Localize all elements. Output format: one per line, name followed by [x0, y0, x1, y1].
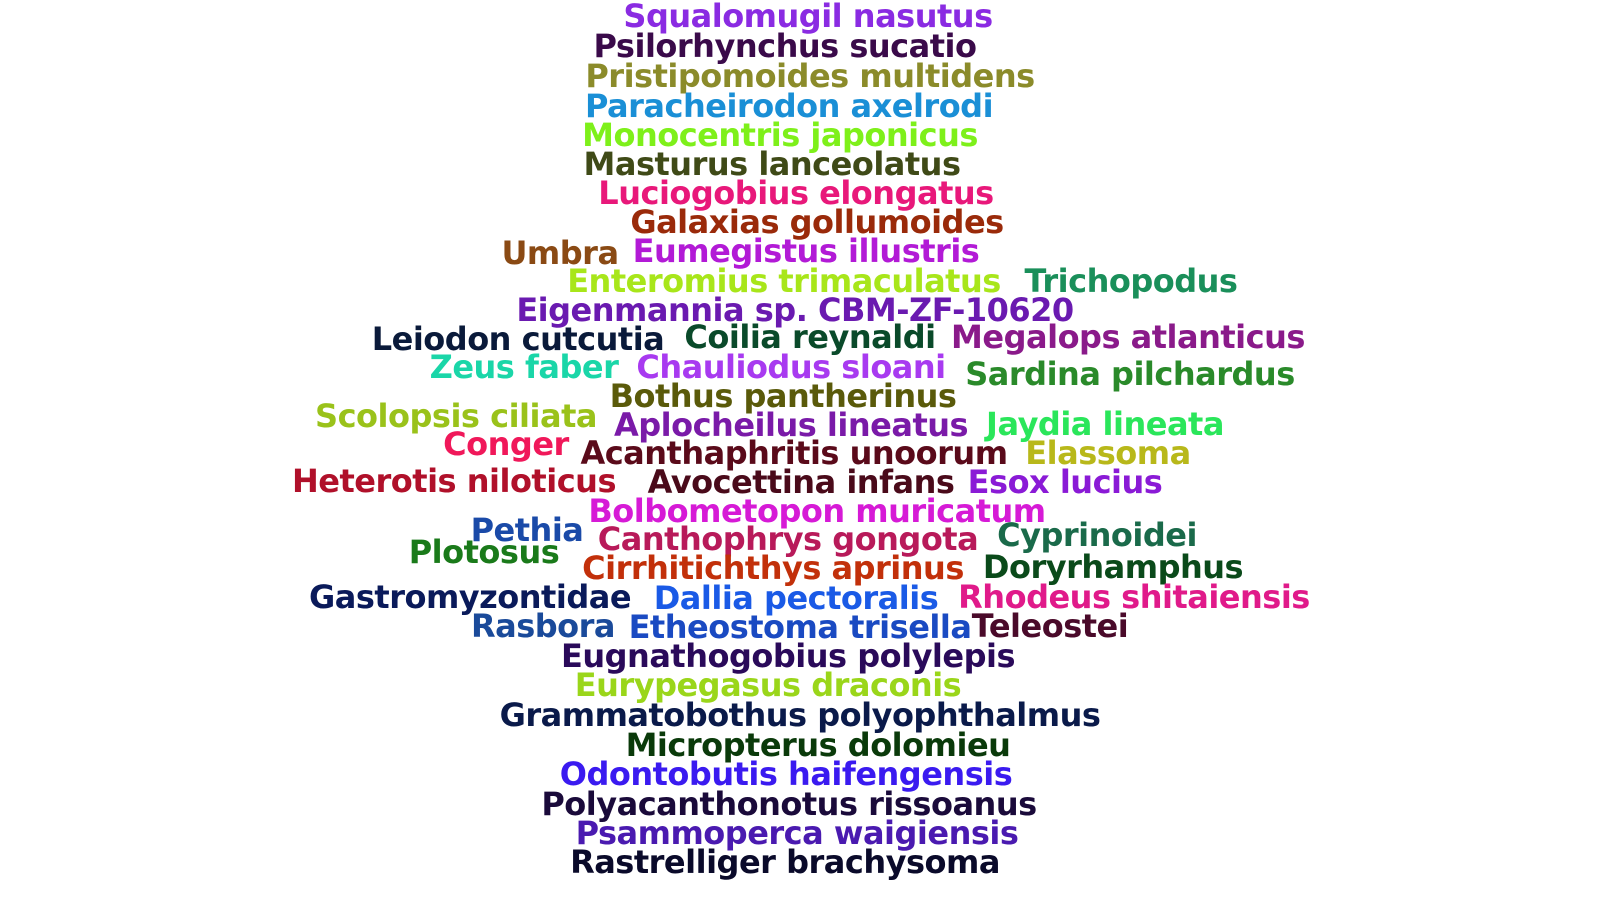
word-cloud-term: Micropterus dolomieu — [625, 726, 1011, 764]
word-cloud-term: Aplocheilus lineatus — [613, 406, 969, 444]
word-cloud-term: Paracheirodon axelrodi — [584, 87, 994, 125]
word-cloud-term: Psammoperca waigiensis — [575, 814, 1019, 852]
word-cloud-term: Rastrelliger brachysoma — [570, 843, 1000, 881]
word-cloud-term: Squalomugil nasutus — [623, 0, 993, 35]
word-cloud-term: Cirrhitichthys aprinus — [582, 549, 964, 587]
word-cloud-term: Heterotis niloticus — [292, 462, 616, 500]
word-cloud-term: Luciogobius elongatus — [598, 174, 994, 212]
word-cloud-term: Umbra — [501, 234, 619, 272]
word-cloud-term: Psilorhynchus sucatio — [593, 27, 977, 65]
word-cloud-term: Canthophrys gongota — [597, 520, 979, 558]
word-cloud-term: Dallia pectoralis — [653, 579, 939, 617]
word-cloud-term: Eugnathogobius polylepis — [560, 637, 1016, 675]
word-cloud-term: Coilia reynaldi — [684, 318, 936, 356]
word-cloud-term: Zeus faber — [429, 348, 619, 386]
word-cloud-term: Eigenmannia sp. CBM-ZF-10620 — [516, 291, 1074, 329]
word-cloud-term: Avocettina infans — [647, 463, 955, 501]
word-cloud-term: Pristipomoides multidens — [585, 57, 1035, 95]
word-cloud-term: Conger — [443, 425, 569, 463]
word-cloud-term: Jaydia lineata — [986, 405, 1224, 443]
word-cloud-term: Rasbora — [470, 607, 616, 645]
word-cloud-term: Bolbometopon muricatum — [588, 492, 1046, 530]
word-cloud-term: Acanthaphritis unoorum — [580, 434, 1008, 472]
word-cloud-term: Gastromyzontidae — [308, 578, 632, 616]
word-cloud-term: Esox lucius — [967, 463, 1163, 501]
word-cloud-term: Enteromius trimaculatus — [567, 262, 1001, 300]
word-cloud-term: Rhodeus shitaiensis — [958, 578, 1310, 616]
word-cloud-term: Monocentris japonicus — [582, 116, 978, 154]
word-cloud-term: Leiodon cutcutia — [371, 320, 665, 358]
word-cloud-term: Doryrhamphus — [982, 548, 1244, 586]
word-cloud-term: Polyacanthonotus rissoanus — [541, 785, 1037, 823]
word-cloud-term: Masturus lanceolatus — [583, 145, 962, 183]
word-cloud-term: Chauliodus sloani — [636, 348, 946, 386]
word-cloud-term: Trichopodus — [1024, 262, 1238, 300]
word-cloud-term: Etheostoma trisella — [628, 608, 972, 646]
word-cloud-term: Pethia — [470, 511, 584, 549]
word-cloud-term: Elassoma — [1025, 434, 1191, 472]
word-cloud-term: Megalops atlanticus — [951, 318, 1305, 356]
word-cloud-term: Cyprinoidei — [997, 516, 1197, 554]
word-cloud-term: Odontobutis haifengensis — [559, 755, 1013, 793]
word-cloud-term: Eumegistus illustris — [632, 232, 980, 270]
word-cloud-term: Plotosus — [408, 533, 560, 571]
word-cloud-term: Galaxias gollumoides — [630, 203, 1004, 241]
word-cloud-term: Sardina pilchardus — [965, 355, 1295, 393]
word-cloud-term: Scolopsis ciliata — [315, 397, 597, 435]
word-cloud-term: Eurypegasus draconis — [574, 666, 962, 704]
word-cloud-term: Bothus pantherinus — [609, 377, 957, 415]
word-cloud-term: Grammatobothus polyophthalmus — [499, 696, 1101, 734]
word-cloud-term: Teleostei — [971, 607, 1129, 645]
